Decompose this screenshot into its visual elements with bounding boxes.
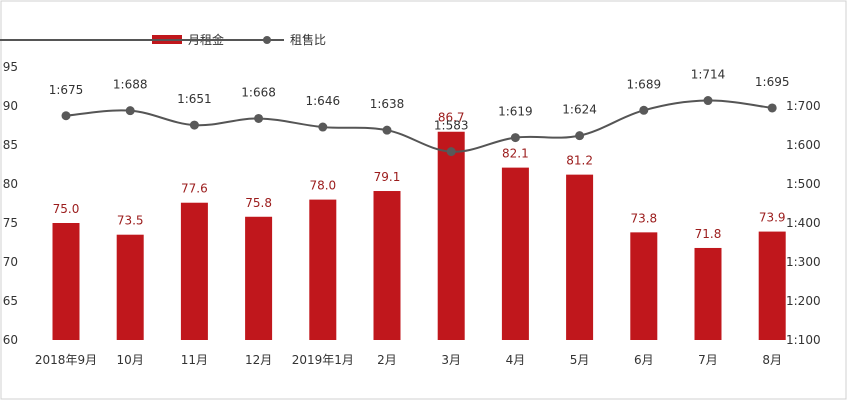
ratio-data-label: 1:689 [627, 77, 662, 91]
bar [373, 191, 401, 340]
x-axis: 2018年9月 10月 11月 12月 2019年1月 2月 3月 4月 5月 6月 7月 8月 [35, 353, 782, 367]
left-axis-tick-label: 75 [3, 216, 18, 230]
x-axis-tick-label: 4月 [506, 353, 526, 367]
right-axis: 1:100 1:200 1:300 1:400 1:500 1:600 1:700 [786, 99, 821, 347]
right-axis-tick-label: 1:100 [786, 333, 821, 347]
left-axis-tick-label: 70 [3, 255, 18, 269]
ratio-point [510, 133, 520, 143]
right-axis-tick-label: 1:400 [786, 216, 821, 230]
x-axis-tick-label: 8月 [762, 353, 782, 367]
legend-line-marker [263, 36, 271, 44]
ratio-data-label: 1:646 [306, 94, 341, 108]
right-axis-tick-label: 1:300 [786, 255, 821, 269]
bar-data-label: 78.0 [309, 179, 336, 193]
ratio-point [703, 96, 713, 106]
ratio-point [125, 106, 135, 116]
x-axis-tick-label: 11月 [181, 353, 208, 367]
bar-data-label: 86.7 [438, 111, 465, 125]
bar-data-label: 71.8 [695, 227, 722, 241]
left-axis-tick-label: 60 [3, 333, 18, 347]
right-axis-tick-label: 1:600 [786, 138, 821, 152]
ratio-point [318, 122, 328, 132]
bar [501, 167, 529, 340]
bar-data-label: 81.2 [566, 154, 593, 168]
bar [758, 231, 786, 340]
bar [694, 247, 722, 340]
ratio-data-label: 1:651 [177, 92, 212, 106]
x-axis-tick-label: 10月 [117, 353, 144, 367]
ratio-point [446, 147, 456, 157]
bar-data-label: 73.5 [117, 214, 144, 228]
line-series [61, 96, 777, 157]
bar-data-label: 75.8 [245, 196, 272, 210]
bar [630, 232, 658, 340]
bar-data-label: 77.6 [181, 182, 208, 196]
ratio-data-label: 1:675 [49, 83, 84, 97]
bar-data-label: 79.1 [374, 170, 401, 184]
ratio-point [575, 131, 585, 141]
x-axis-tick-label: 12月 [245, 353, 272, 367]
x-axis-tick-label: 7月 [698, 353, 718, 367]
ratio-data-label: 1:688 [113, 78, 148, 92]
bar [116, 234, 144, 340]
right-axis-tick-label: 1:500 [786, 177, 821, 191]
ratio-point [639, 105, 649, 115]
ratio-data-label: 1:695 [755, 75, 790, 89]
ratio-line [65, 99, 773, 153]
ratio-point [767, 103, 777, 113]
ratio-point [254, 113, 264, 123]
right-axis-tick-label: 1:700 [786, 99, 821, 113]
legend-line-label: 租售比 [290, 32, 326, 47]
x-axis-tick-label: 5月 [570, 353, 590, 367]
left-axis-tick-label: 65 [3, 294, 18, 308]
bar-data-labels: 75.0 73.5 77.6 75.8 78.0 79.1 86.7 82.1 81.2 73.8… [53, 111, 786, 241]
ratio-data-label: 1:619 [498, 105, 533, 119]
x-axis-tick-label: 2019年1月 [292, 353, 354, 367]
ratio-point [189, 120, 199, 130]
left-axis-tick-label: 95 [3, 60, 18, 74]
ratio-point [61, 111, 71, 121]
bar-data-label: 73.9 [759, 211, 786, 225]
bar [245, 216, 273, 340]
legend: 月租金 租售比 [0, 32, 326, 47]
bar-series [52, 131, 786, 340]
ratio-data-label: 1:714 [691, 68, 726, 82]
x-axis-tick-label: 2月 [377, 353, 397, 367]
ratio-data-label: 1:624 [562, 103, 597, 117]
bar-data-label: 73.8 [630, 211, 657, 225]
ratio-data-label: 1:668 [241, 85, 276, 99]
bar [437, 131, 465, 340]
bar [180, 202, 208, 340]
x-axis-tick-label: 2018年9月 [35, 353, 97, 367]
ratio-data-label: 1:583 [434, 119, 469, 133]
x-axis-tick-label: 3月 [441, 353, 461, 367]
bar [52, 223, 80, 340]
bar-data-label: 75.0 [53, 202, 80, 216]
x-axis-tick-label: 6月 [634, 353, 654, 367]
right-axis-tick-label: 1:200 [786, 294, 821, 308]
left-axis-tick-label: 90 [3, 99, 18, 113]
bar-data-label: 82.1 [502, 147, 529, 161]
bar [309, 199, 337, 340]
left-axis-tick-label: 80 [3, 177, 18, 191]
left-axis-tick-label: 85 [3, 138, 18, 152]
left-axis: 60 65 70 75 80 85 90 95 [3, 60, 18, 347]
bar [566, 174, 594, 340]
ratio-data-label: 1:638 [370, 97, 405, 111]
line-data-labels: 1:675 1:688 1:651 1:668 1:646 1:638 1:583 1:619… [49, 68, 790, 133]
ratio-point [382, 125, 392, 135]
